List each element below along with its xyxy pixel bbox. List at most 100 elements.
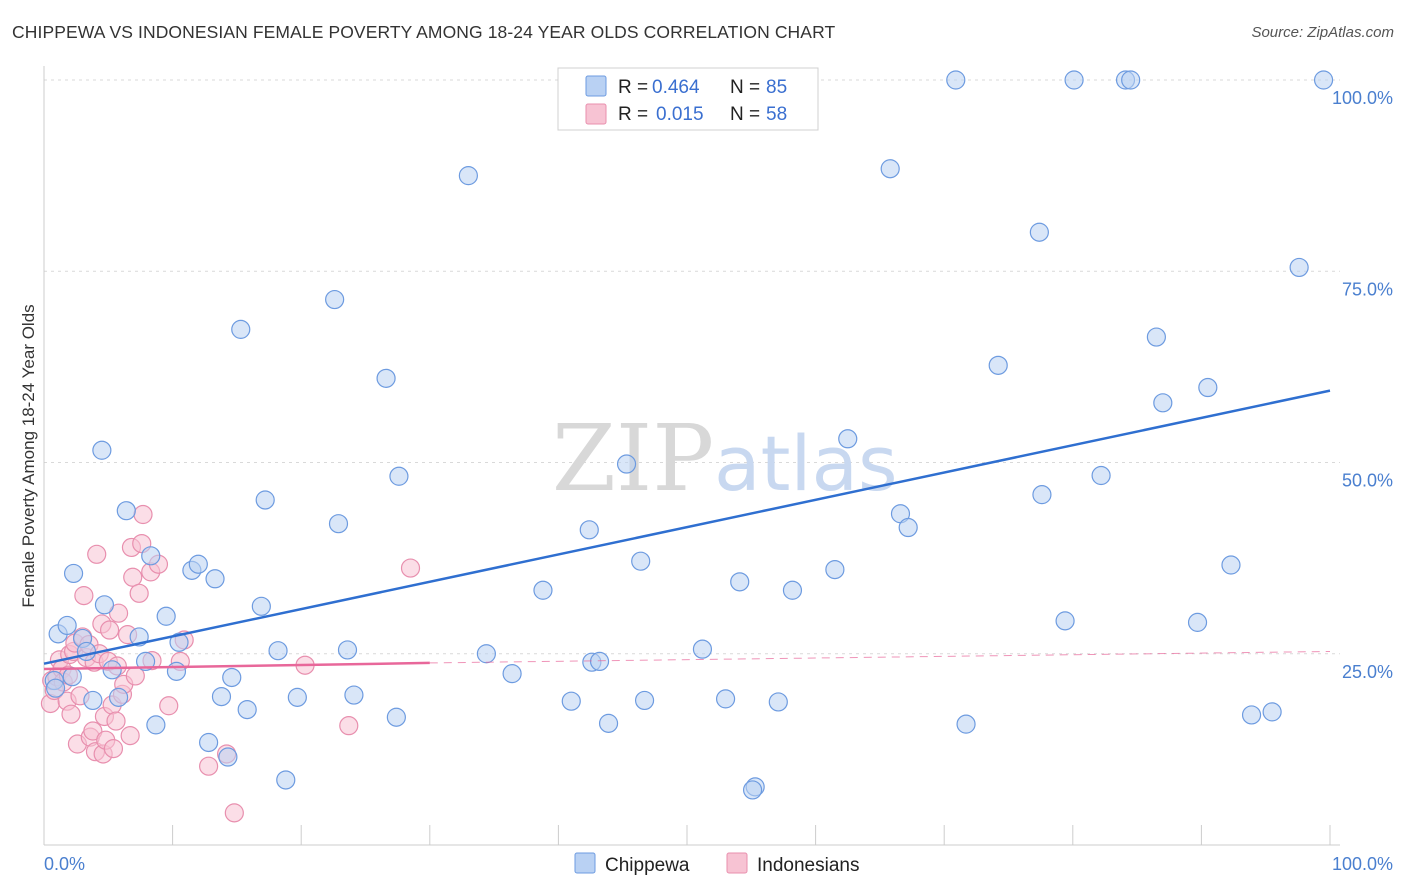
chippewa-point-15: [135, 651, 156, 672]
chippewa-point-42: [458, 166, 478, 186]
trend-lines: [43, 389, 1331, 671]
indonesians-trend-line: [43, 661, 430, 671]
chippewa-point-66: [956, 714, 976, 734]
chippewa-point-56: [730, 572, 750, 592]
chippewa-point-36: [328, 514, 349, 534]
legend-n-value-2: 58: [766, 104, 787, 125]
chippewa-point-60: [825, 559, 845, 580]
chippewa-point-25: [211, 686, 232, 707]
chippewa-point-22: [188, 554, 208, 574]
chippewa-point-23: [199, 732, 219, 753]
chippewa-point-29: [237, 699, 257, 720]
chippewa-point-38: [344, 685, 364, 705]
tick-labels: 25.0% 50.0% 75.0% 100.0% 0.0% 100.0%: [44, 88, 1393, 874]
source-label: Source: ZipAtlas.com: [1251, 24, 1394, 41]
y-axis-title: Female Poverty Among 18-24 Year Olds: [19, 304, 38, 607]
chippewa-point-46: [561, 691, 581, 711]
chippewa-point-51: [616, 454, 637, 474]
y-tick-label-1: 50.0%: [1342, 471, 1393, 491]
chippewa-point-31: [255, 490, 275, 510]
chippewa-point-55: [715, 689, 736, 709]
chippewa-point-53: [634, 690, 655, 711]
chippewa-point-1: [57, 615, 77, 636]
chippewa-point-44: [502, 664, 522, 684]
legend-r-value-1: 0.464: [652, 77, 700, 98]
indonesian-point-41: [123, 567, 143, 587]
chippewa-point-16: [141, 546, 161, 566]
legend-r-value-2: 0.015: [656, 104, 704, 125]
indonesian-point-49: [159, 696, 179, 716]
indonesian-point-39: [120, 726, 140, 746]
indonesian-point-32: [103, 739, 124, 759]
legend-swatch-chippewa: [585, 75, 607, 97]
indonesian-point-52: [199, 756, 219, 776]
indonesian-point-35: [108, 603, 129, 623]
chippewa-point-52: [631, 551, 651, 571]
chippewa-point-49: [589, 651, 610, 672]
chippewa-point-71: [1064, 70, 1084, 90]
axes: [43, 66, 1340, 846]
chippewa-point-54: [692, 639, 713, 659]
chippewa-point-19: [166, 661, 187, 681]
chippewa-point-59: [782, 580, 803, 600]
y-tick-label-0: 25.0%: [1342, 662, 1393, 682]
chippewa-point-79: [1221, 555, 1241, 575]
chippewa-point-35: [325, 289, 345, 310]
chippewa-point-78: [1198, 377, 1218, 398]
chippewa-point-68: [1029, 222, 1049, 242]
chart-title: CHIPPEWA VS INDONESIAN FEMALE POVERTY AM…: [12, 22, 836, 42]
chippewa-point-41: [389, 466, 409, 486]
watermark-atlas: atlas: [714, 419, 898, 508]
indonesian-point-57: [400, 558, 421, 578]
chippewa-point-33: [276, 770, 296, 790]
chippewa-point-28: [231, 319, 251, 339]
chippewa-point-17: [146, 715, 166, 735]
chippewa-point-77: [1187, 612, 1208, 632]
chippewa-point-72: [1091, 465, 1111, 486]
chippewa-point-6: [45, 678, 66, 698]
chippewa-point-82: [1289, 257, 1309, 278]
chippewa-point-81: [1262, 702, 1282, 722]
chippewa-point-26: [218, 747, 238, 767]
indonesian-point-43: [129, 583, 149, 603]
chippewa-point-10: [94, 595, 115, 615]
indonesian-point-45: [133, 504, 153, 525]
indonesians-trend-extension: [429, 650, 1331, 664]
chippewa-point-18: [156, 606, 176, 626]
chippewa-point-13: [116, 501, 136, 521]
y-tick-label-2: 75.0%: [1342, 279, 1393, 299]
indonesian-point-16: [74, 586, 94, 606]
chippewa-point-30: [251, 596, 271, 616]
legend-n-label-1: N =: [730, 77, 760, 98]
legend-box: R = 0.464 N = 85 R = 0.015 N = 58: [557, 67, 819, 131]
chippewa-point-70: [1055, 611, 1075, 631]
chippewa-point-37: [337, 640, 358, 660]
chippewa-point-62: [880, 159, 900, 179]
chippewa-point-67: [988, 355, 1008, 375]
chippewa-point-32: [268, 641, 288, 661]
bottom-legend-indonesians: Indonesians: [757, 855, 859, 876]
chippewa-point-40: [386, 707, 406, 727]
legend-r-label-1: R =: [618, 77, 648, 98]
x-tick-label-min: 0.0%: [44, 854, 85, 874]
indonesian-point-30: [99, 620, 120, 640]
chippewa-point-24: [205, 569, 225, 589]
bottom-legend-swatch-chippewa: [574, 852, 596, 874]
bottom-legend-swatch-indonesians: [726, 852, 748, 874]
indonesian-point-54: [224, 803, 244, 823]
chippewa-point-58: [768, 692, 788, 712]
legend-n-value-1: 85: [766, 77, 787, 98]
chippewa-point-84: [742, 780, 763, 800]
chippewa-point-11: [102, 660, 122, 680]
chippewa-point-27: [222, 667, 242, 688]
indonesian-point-56: [339, 716, 359, 736]
legend-n-label-2: N =: [730, 104, 760, 125]
indonesian-point-33: [106, 711, 126, 731]
chippewa-trend-line: [43, 389, 1331, 665]
chippewa-point-74: [1121, 70, 1141, 90]
gridlines: [44, 79, 1340, 655]
chippewa-point-75: [1146, 327, 1166, 347]
chippewa-point-50: [598, 713, 619, 733]
chippewa-point-65: [946, 70, 966, 90]
